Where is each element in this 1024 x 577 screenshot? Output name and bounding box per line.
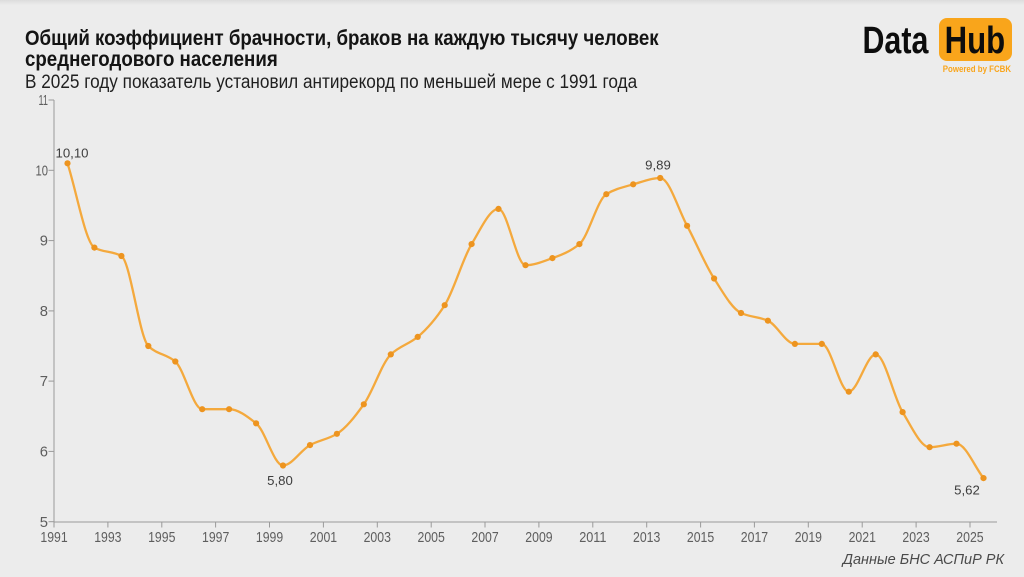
svg-text:9: 9 bbox=[40, 234, 48, 250]
svg-text:1993: 1993 bbox=[94, 530, 121, 546]
svg-text:2015: 2015 bbox=[687, 530, 714, 546]
svg-text:5,62: 5,62 bbox=[954, 483, 980, 498]
svg-text:5,80: 5,80 bbox=[267, 473, 293, 488]
svg-text:2019: 2019 bbox=[795, 530, 822, 546]
svg-text:2009: 2009 bbox=[525, 530, 552, 546]
svg-text:8: 8 bbox=[40, 304, 48, 320]
svg-text:7: 7 bbox=[40, 374, 48, 390]
svg-text:2007: 2007 bbox=[471, 530, 498, 546]
svg-text:2017: 2017 bbox=[741, 530, 768, 546]
svg-text:10,10: 10,10 bbox=[55, 146, 88, 161]
svg-text:9,89: 9,89 bbox=[645, 158, 671, 173]
svg-text:2011: 2011 bbox=[579, 530, 606, 546]
svg-text:2005: 2005 bbox=[418, 530, 445, 546]
svg-text:2021: 2021 bbox=[849, 530, 876, 546]
svg-text:5: 5 bbox=[40, 515, 48, 531]
svg-text:2013: 2013 bbox=[633, 530, 660, 546]
svg-text:2003: 2003 bbox=[364, 530, 391, 546]
svg-text:1999: 1999 bbox=[256, 530, 283, 546]
svg-text:1997: 1997 bbox=[202, 530, 229, 546]
svg-text:1995: 1995 bbox=[148, 530, 175, 546]
svg-text:6: 6 bbox=[40, 445, 48, 461]
svg-text:2001: 2001 bbox=[310, 530, 337, 546]
svg-text:2023: 2023 bbox=[902, 530, 929, 546]
svg-text:2025: 2025 bbox=[956, 530, 983, 546]
svg-text:11: 11 bbox=[39, 93, 49, 109]
svg-text:1991: 1991 bbox=[40, 530, 67, 546]
svg-text:10: 10 bbox=[36, 163, 49, 179]
